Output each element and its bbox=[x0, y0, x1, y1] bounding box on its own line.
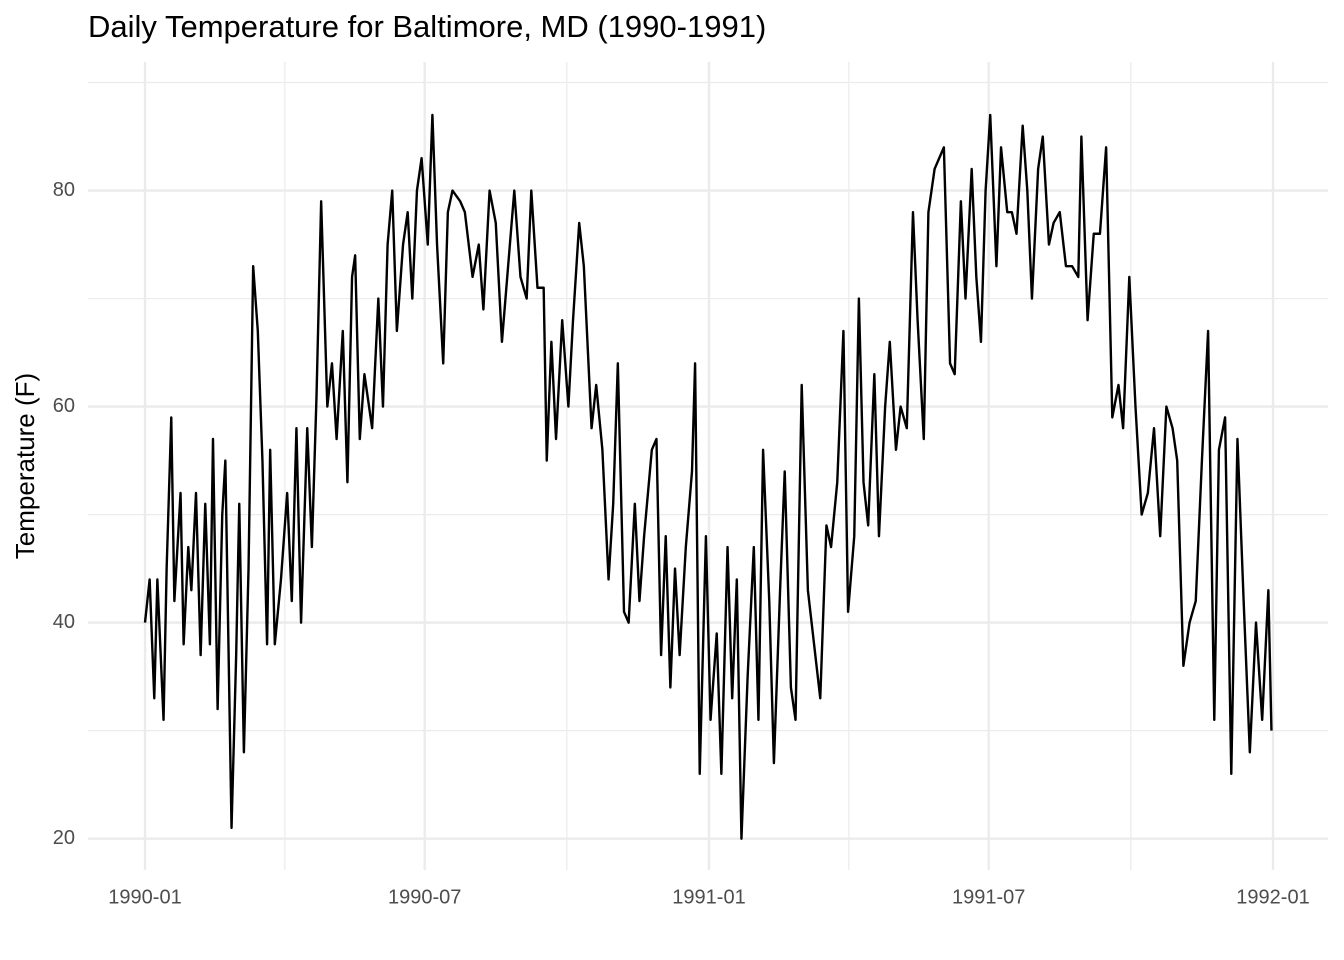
x-tick-label: 1990-07 bbox=[388, 886, 461, 908]
grid bbox=[88, 62, 1328, 870]
y-tick-label: 20 bbox=[53, 827, 75, 849]
x-tick-label: 1992-01 bbox=[1236, 886, 1309, 908]
y-axis-label: Temperature (F) bbox=[10, 373, 40, 559]
chart-title: Daily Temperature for Baltimore, MD (199… bbox=[88, 9, 766, 44]
y-tick-label: 80 bbox=[53, 179, 75, 201]
x-tick-label: 1991-07 bbox=[952, 886, 1025, 908]
line bbox=[143, 113, 1273, 840]
y-tick-label: 60 bbox=[53, 395, 75, 417]
x-tick-label: 1990-01 bbox=[108, 886, 181, 908]
y-tick-label: 40 bbox=[53, 611, 75, 633]
x-tick-label: 1991-01 bbox=[672, 886, 745, 908]
plot bbox=[143, 113, 1273, 840]
